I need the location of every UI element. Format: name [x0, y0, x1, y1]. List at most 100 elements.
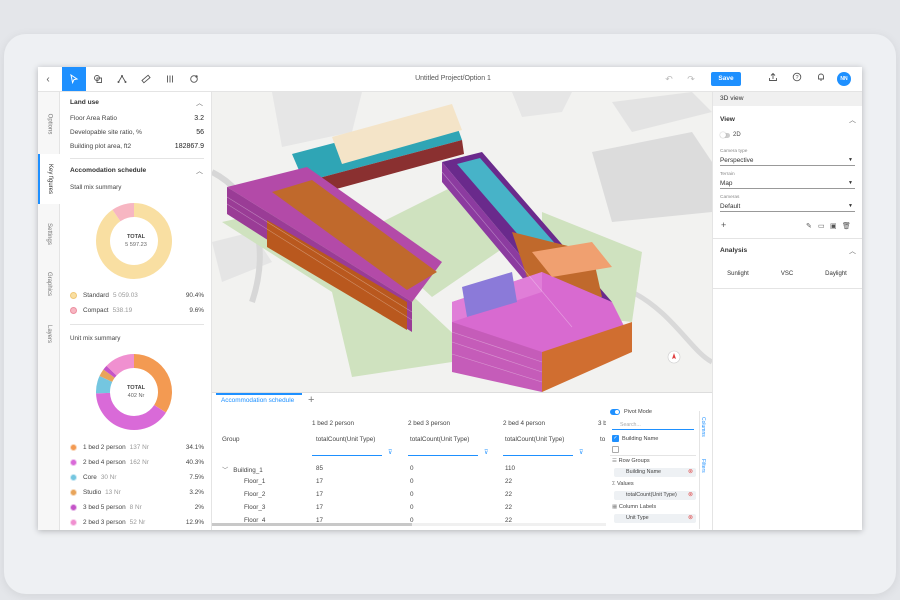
- table-cell: 22: [505, 504, 513, 511]
- select-tool-icon[interactable]: [62, 67, 86, 91]
- table-cell: 22: [505, 491, 513, 498]
- stall-mix-title: Stall mix summary: [70, 184, 122, 191]
- cameras-select[interactable]: Default ▼: [720, 203, 855, 212]
- column-header[interactable]: 2 bed 3 person: [408, 420, 451, 427]
- unit-mix-donut: [96, 354, 172, 430]
- legend-dot: [70, 292, 77, 299]
- tab-layers[interactable]: Layers: [45, 324, 52, 344]
- camera-type-select[interactable]: Perspective ▼: [720, 157, 855, 166]
- unit-legend-item: 2 bed 4 person 162 Nr 40.3%: [70, 459, 204, 466]
- column-label-chip[interactable]: Unit Type ⊗: [614, 514, 696, 523]
- collapse-icon[interactable]: ‹: [46, 73, 50, 85]
- tab-options[interactable]: Options: [46, 113, 52, 135]
- unit-legend-item: 3 bed 5 person 8 Nr 2%: [70, 504, 204, 511]
- chevron-up-icon[interactable]: ︿: [196, 100, 203, 107]
- side-tab-filters[interactable]: Filters: [700, 459, 706, 473]
- save-button[interactable]: Save: [711, 72, 741, 86]
- stall-total-label: TOTAL: [126, 234, 146, 240]
- row-group-cell: Floor_2: [244, 491, 266, 498]
- checkbox-checked[interactable]: ✓: [612, 435, 619, 442]
- land-use-row: Building plot area, ft2 182867.9: [70, 143, 204, 150]
- chevron-up-icon[interactable]: ︿: [849, 117, 856, 124]
- pivot-search-input[interactable]: Search...: [612, 422, 694, 430]
- legend-dot: [70, 489, 77, 496]
- filter-input[interactable]: [312, 450, 382, 456]
- table-cell: 0: [410, 517, 414, 524]
- unit-legend-item: Studio 13 Nr 3.2%: [70, 489, 204, 496]
- table-cell: 0: [410, 478, 414, 485]
- save-camera-icon[interactable]: ▣: [830, 223, 837, 230]
- sunlight-button[interactable]: Sunlight: [727, 271, 749, 277]
- key-figures-panel: Land use ︿ Floor Area Ratio 3.2 Developab…: [60, 92, 212, 530]
- table-cell: 17: [316, 478, 324, 485]
- values-chip[interactable]: totalCount(Unit Type) ⊗: [614, 491, 696, 500]
- shapes-tool-icon[interactable]: [86, 67, 110, 91]
- row-group-cell[interactable]: ﹀ Building_1: [222, 467, 263, 474]
- tab-accommodation-schedule[interactable]: Accommodation schedule: [216, 393, 302, 407]
- legend-dot: [70, 519, 77, 526]
- column-header[interactable]: 3 b: [598, 420, 607, 427]
- avatar[interactable]: NN: [837, 72, 851, 86]
- unit-total-label: TOTAL: [126, 385, 146, 391]
- filter-icon[interactable]: ⊽: [388, 450, 393, 456]
- tab-key-figures[interactable]: Key figures: [38, 154, 60, 204]
- measure-tool-icon[interactable]: [134, 67, 158, 91]
- add-tab-icon[interactable]: +: [308, 394, 315, 406]
- 2d-toggle[interactable]: [720, 132, 730, 138]
- terrain-select[interactable]: Map ▼: [720, 180, 855, 189]
- tab-graphics[interactable]: Graphics: [46, 271, 53, 297]
- pivot-panel: Pivot Mode Search... ✓ Building Name ☰ R…: [606, 407, 706, 530]
- stall-mix-donut: [96, 203, 172, 279]
- checkbox[interactable]: [612, 446, 619, 453]
- unit-legend-item: 1 bed 2 person 137 Nr 34.1%: [70, 444, 204, 451]
- polyline-tool-icon[interactable]: [110, 67, 134, 91]
- column-header[interactable]: 2 bed 4 person: [503, 420, 546, 427]
- filter-icon[interactable]: ⊽: [579, 450, 584, 456]
- row-group-cell: Floor_3: [244, 504, 266, 511]
- row-group-cell: Floor_4: [244, 517, 266, 524]
- render-tool-icon[interactable]: [182, 67, 206, 91]
- donut-slice: [112, 203, 135, 222]
- divider: [610, 455, 696, 456]
- undo-icon[interactable]: ↶: [665, 74, 673, 84]
- monitor-icon[interactable]: ▭: [818, 223, 825, 230]
- 3d-viewport[interactable]: [212, 92, 712, 392]
- filter-icon[interactable]: ⊽: [484, 450, 489, 456]
- pivot-mode-toggle[interactable]: [610, 409, 620, 415]
- edit-icon[interactable]: ✎: [806, 223, 812, 230]
- chevron-up-icon[interactable]: ︿: [196, 168, 203, 175]
- help-icon[interactable]: ?: [790, 72, 804, 86]
- row-group-chip[interactable]: Building Name ⊗: [614, 468, 696, 477]
- share-icon[interactable]: [766, 72, 780, 86]
- filter-input[interactable]: [408, 450, 478, 456]
- add-camera-icon[interactable]: +: [721, 220, 727, 230]
- divider: [70, 324, 204, 325]
- group-header[interactable]: Group: [222, 436, 240, 443]
- columns-tool-icon[interactable]: [158, 67, 182, 91]
- table-cell: 110: [505, 465, 516, 472]
- table-cell: 0: [410, 465, 414, 472]
- donut-slice: [96, 376, 113, 394]
- vsc-button[interactable]: VSC: [780, 271, 794, 277]
- donut-slice: [106, 354, 135, 376]
- tab-settings[interactable]: Settings: [46, 223, 52, 245]
- column-subheader: to: [600, 436, 606, 443]
- 2d-toggle-label: 2D: [733, 132, 741, 138]
- app-window: ‹ Untitled Project/Option 1 ↶ ↷ Save ?: [38, 67, 862, 530]
- table-cell: 22: [505, 478, 513, 485]
- row-group-cell: Floor_1: [244, 478, 266, 485]
- pivot-field-item[interactable]: Building Name: [622, 436, 659, 442]
- filter-input[interactable]: [503, 450, 573, 456]
- divider: [713, 288, 862, 289]
- delete-icon[interactable]: 🗑: [842, 223, 851, 230]
- stall-legend-item: Standard 5 059.03 90.4%: [70, 292, 204, 299]
- side-tab-columns[interactable]: Columns: [700, 417, 706, 437]
- redo-icon[interactable]: ↷: [687, 74, 695, 84]
- chevron-up-icon[interactable]: ︿: [849, 248, 856, 255]
- divider: [713, 238, 862, 239]
- terrain-label: Terrain: [720, 172, 735, 177]
- column-header[interactable]: 1 bed 2 person: [312, 420, 355, 427]
- bell-icon[interactable]: [814, 72, 828, 86]
- horizontal-scrollbar[interactable]: [212, 523, 606, 526]
- daylight-button[interactable]: Daylight: [825, 271, 847, 277]
